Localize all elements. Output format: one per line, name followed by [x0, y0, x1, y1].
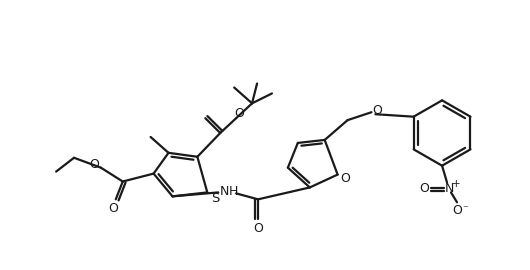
Text: O: O — [419, 182, 429, 195]
Text: ⁻: ⁻ — [462, 204, 468, 214]
Text: N: N — [219, 185, 229, 198]
Text: O: O — [108, 202, 118, 215]
Text: O: O — [452, 204, 462, 217]
Text: O: O — [253, 221, 263, 235]
Text: O: O — [89, 158, 99, 171]
Text: O: O — [341, 172, 350, 185]
Text: O: O — [234, 107, 244, 120]
Text: +: + — [452, 180, 461, 190]
Text: N: N — [444, 182, 454, 195]
Text: S: S — [211, 192, 219, 205]
Text: H: H — [228, 185, 238, 198]
Text: O: O — [373, 104, 382, 117]
